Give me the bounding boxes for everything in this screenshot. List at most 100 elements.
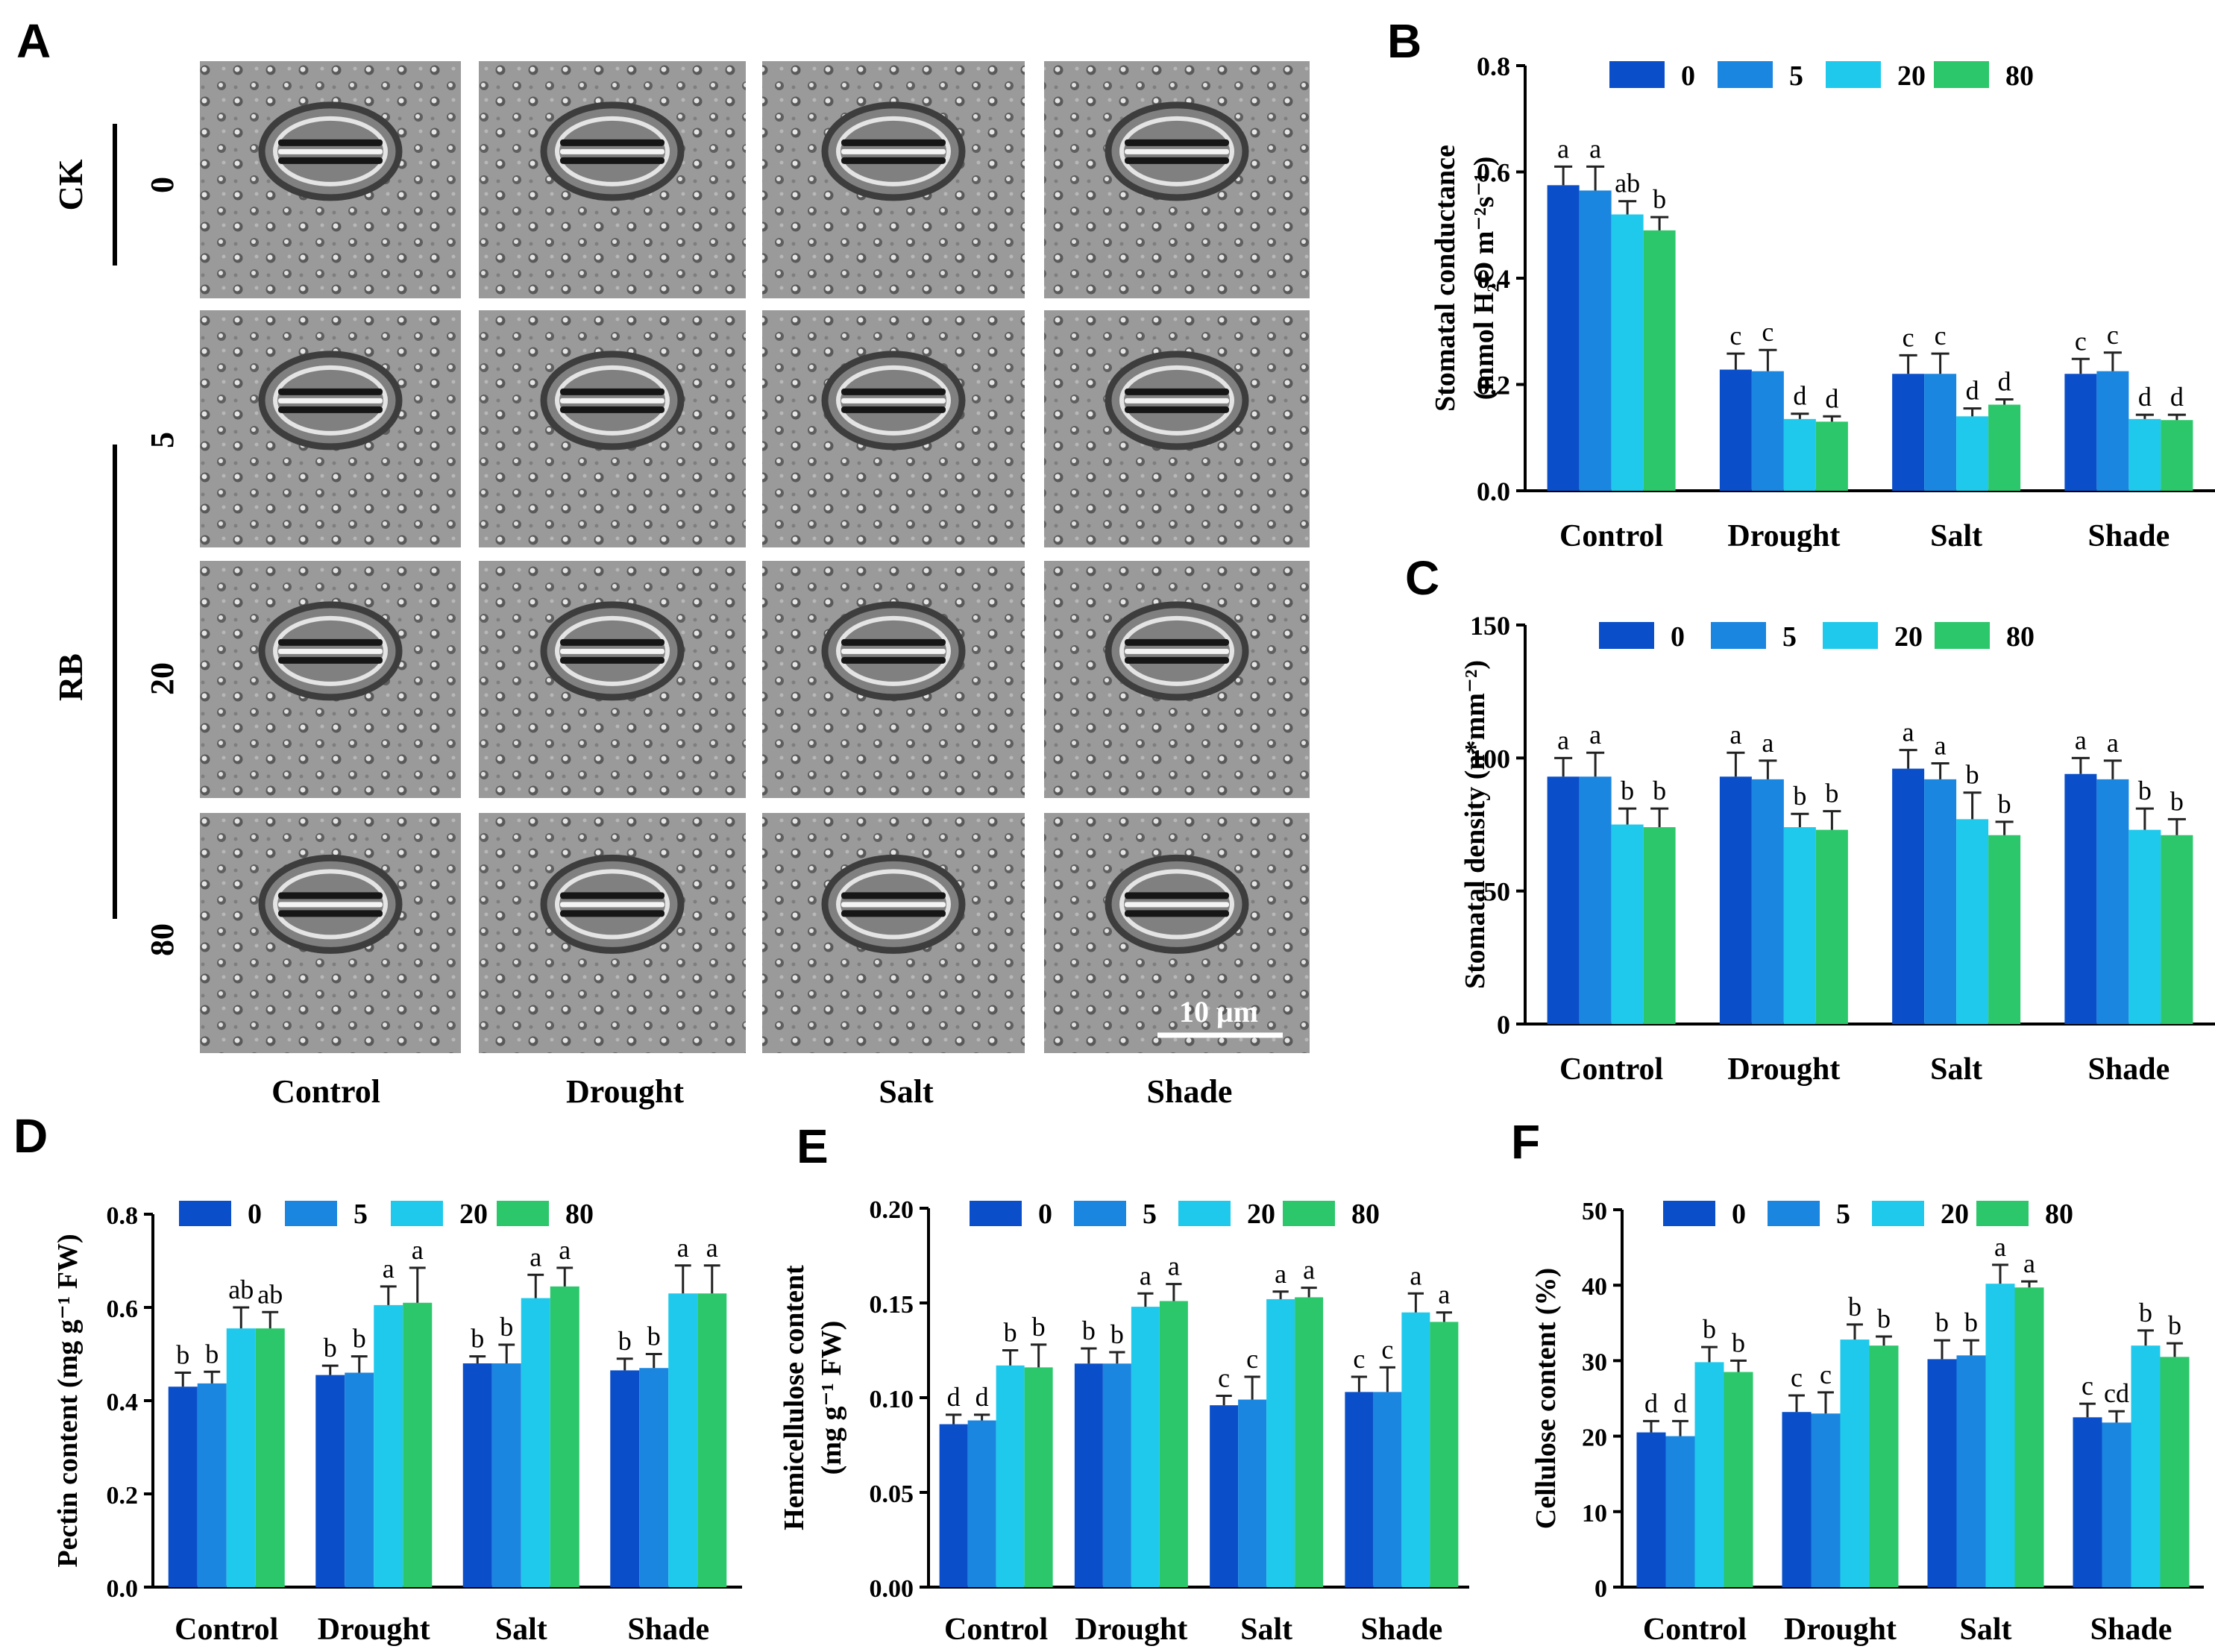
legend-swatch-5 (1711, 622, 1766, 649)
bar-salt-20 (1266, 1298, 1295, 1587)
bar-salt-20 (1956, 819, 1989, 1024)
y-tick-label: 30 (1582, 1348, 1607, 1376)
significance-letter: c (1935, 321, 1947, 351)
legend-label-0: 0 (1671, 621, 1685, 653)
micrograph-salt-5 (762, 310, 1025, 547)
y-tick-label: 0.20 (870, 1196, 914, 1224)
micrograph-control-0 (200, 61, 461, 298)
significance-letter: d (1966, 376, 1979, 406)
bar-salt-20 (1956, 416, 1989, 491)
significance-letter: c (1903, 322, 1914, 352)
bar-salt-5 (1238, 1399, 1267, 1587)
significance-letter: b (324, 1333, 337, 1363)
bar-shade-0 (2073, 1417, 2102, 1587)
category-label-drought: Drought (318, 1612, 430, 1647)
bar-salt-0 (1927, 1359, 1957, 1587)
significance-letter: b (1877, 1304, 1891, 1334)
significance-letter: a (1438, 1280, 1450, 1310)
significance-letter: b (2138, 776, 2152, 805)
legend-swatch-0 (179, 1201, 231, 1226)
bar-shade-5 (2096, 779, 2129, 1024)
bar-control-80 (1643, 230, 1676, 491)
bar-control-80 (1724, 1372, 1753, 1587)
legend-label-0: 0 (1732, 1199, 1746, 1230)
y-tick-label: 50 (1582, 1198, 1607, 1225)
bar-salt-80 (1295, 1297, 1324, 1587)
category-label-control: Control (944, 1612, 1048, 1647)
bar-drought-5 (1102, 1363, 1131, 1587)
category-label-control: Control (1559, 1052, 1663, 1087)
legend-label-80: 80 (565, 1199, 594, 1230)
bar-salt-0 (462, 1363, 492, 1587)
significance-letter: a (2023, 1249, 2035, 1278)
legend-label-20: 20 (1247, 1199, 1275, 1230)
bar-salt-0 (1210, 1405, 1239, 1587)
significance-letter: a (1762, 728, 1773, 758)
bar-control-5 (1665, 1436, 1695, 1587)
micrograph-control-20 (200, 561, 461, 798)
legend-swatch-0 (1609, 61, 1665, 88)
bar-salt-20 (521, 1298, 550, 1587)
significance-letter: a (706, 1233, 718, 1263)
significance-letter: b (471, 1324, 484, 1354)
legend-label-80: 80 (1351, 1199, 1380, 1230)
legend-label-80: 80 (2005, 60, 2034, 92)
significance-letter: b (1082, 1316, 1096, 1345)
bar-salt-5 (1924, 374, 1957, 491)
bar-drought-20 (1131, 1307, 1160, 1587)
category-label-shade: Shade (1361, 1612, 1443, 1647)
significance-letter: ab (228, 1275, 254, 1304)
category-label-shade: Shade (2090, 1612, 2172, 1647)
legend-label-0: 0 (1038, 1199, 1052, 1230)
bar-control-5 (967, 1420, 996, 1587)
bar-drought-0 (315, 1375, 345, 1587)
panel-label-e: E (797, 1119, 829, 1173)
bar-salt-5 (1956, 1355, 1986, 1587)
category-label-salt: Salt (495, 1612, 547, 1647)
legend-swatch-80 (1283, 1201, 1335, 1226)
bar-drought-80 (1815, 829, 1848, 1024)
significance-letter: a (1994, 1232, 2006, 1262)
bar-drought-20 (1783, 418, 1816, 491)
micrograph-control-5 (200, 310, 461, 547)
legend-label-20: 20 (1894, 621, 1923, 653)
bar-drought-0 (1719, 369, 1752, 491)
category-label-drought: Drought (1075, 1612, 1187, 1647)
y-tick-label: 0.6 (107, 1295, 139, 1323)
legend-label-5: 5 (1789, 60, 1803, 92)
y-tick-label: 0 (1595, 1575, 1607, 1603)
legend-label-5: 5 (1836, 1199, 1850, 1230)
significance-letter: c (1381, 1334, 1393, 1364)
micrograph-drought-20 (479, 561, 746, 798)
y-tick-label: 0.10 (870, 1386, 914, 1413)
y-axis-label: (mg g⁻¹ FW) (816, 1321, 847, 1475)
bar-drought-5 (1751, 371, 1784, 491)
y-tick-label: 0.00 (870, 1575, 914, 1603)
significance-letter: b (2139, 1298, 2152, 1328)
significance-letter: b (1825, 779, 1838, 808)
bar-control-20 (1694, 1362, 1724, 1587)
bar-shade-80 (2160, 1357, 2190, 1587)
y-tick-label: 0.15 (870, 1291, 914, 1319)
significance-letter: c (1762, 317, 1773, 347)
category-label-shade: Shade (2088, 1052, 2170, 1087)
bar-drought-20 (1783, 827, 1816, 1024)
significance-letter: b (1110, 1319, 1124, 1349)
significance-letter: b (1621, 776, 1634, 805)
y-axis-label: Cellulose content (%) (1530, 1268, 1562, 1529)
significance-letter: cd (2104, 1378, 2129, 1408)
micrograph-shade-80 (1044, 813, 1310, 1053)
significance-letter: b (1935, 1307, 1949, 1337)
significance-letter: c (2107, 320, 2119, 350)
legend-label-20: 20 (459, 1199, 488, 1230)
scale-bar-label: 10 μm (1179, 995, 1258, 1028)
significance-letter: c (1729, 321, 1741, 351)
significance-letter: d (2170, 382, 2184, 412)
legend-swatch-20 (391, 1201, 443, 1226)
bar-drought-20 (374, 1304, 403, 1587)
significance-letter: b (1998, 789, 2011, 819)
legend-label-5: 5 (1782, 621, 1797, 653)
legend-label-20: 20 (1941, 1199, 1969, 1230)
significance-letter: b (205, 1339, 219, 1369)
legend-swatch-0 (1663, 1201, 1715, 1226)
